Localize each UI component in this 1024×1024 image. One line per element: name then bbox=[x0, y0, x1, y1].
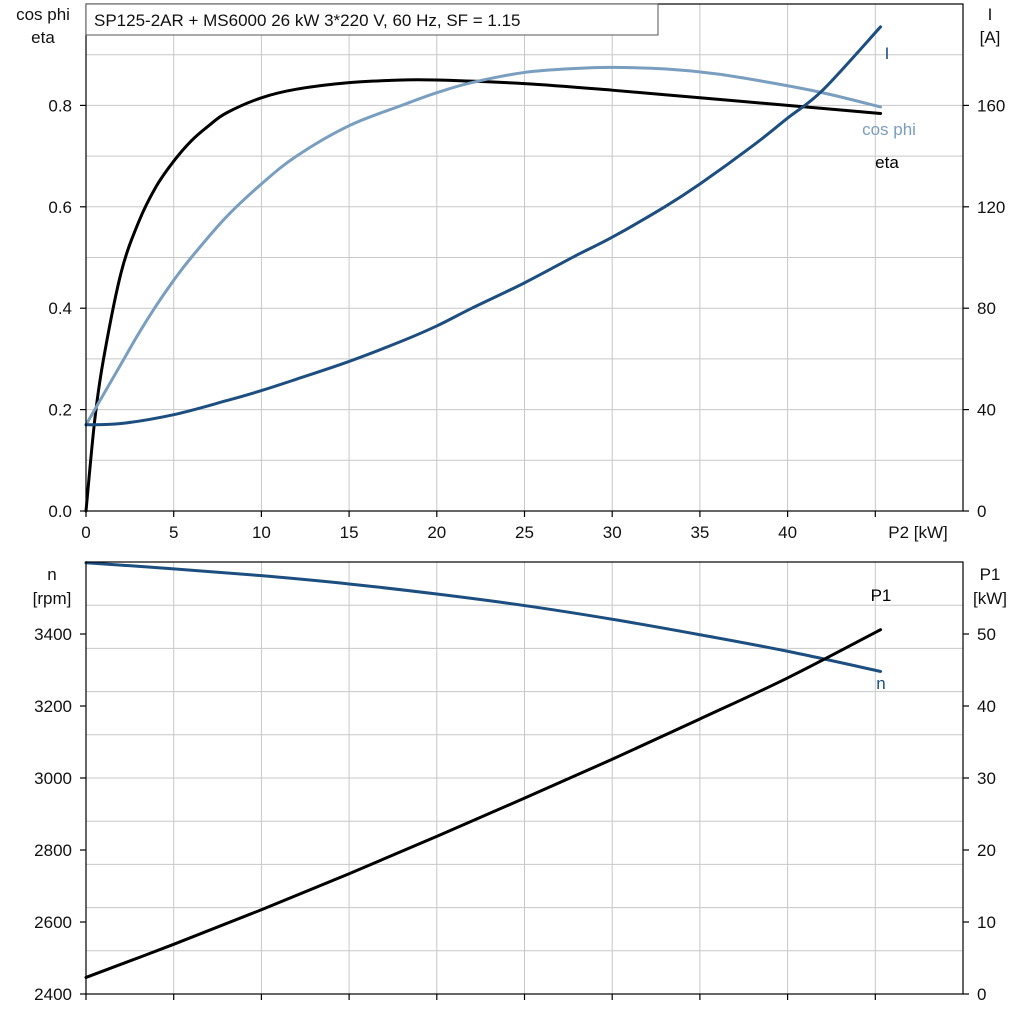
right-axis-label-current: I bbox=[988, 5, 993, 24]
top-grid bbox=[86, 4, 963, 511]
bottom-left-tick-label-3000: 3000 bbox=[34, 769, 72, 788]
bottom-left-tick-label-2800: 2800 bbox=[34, 841, 72, 860]
bottom-series-line-n bbox=[84, 561, 883, 673]
power-axis-label: P1 bbox=[980, 565, 1001, 584]
top-series-line-i bbox=[84, 25, 883, 427]
bottom-left-tick-label-2400: 2400 bbox=[34, 985, 72, 1004]
series-label-current: I bbox=[885, 44, 890, 63]
chart-title: SP125-2AR + MS6000 26 kW 3*220 V, 60 Hz,… bbox=[94, 11, 521, 30]
bottom-left-tick-label-3200: 3200 bbox=[34, 697, 72, 716]
bottom-right-tick-label-30: 30 bbox=[977, 769, 996, 788]
bottom-series-line-p1 bbox=[84, 628, 883, 979]
title-box bbox=[85, 3, 659, 36]
bottom-tick-labels: 2400 2600 2800 3000 3200 3400 0 10 20 30 40 50 bbox=[34, 625, 996, 1004]
top-right-tick-label-80: 80 bbox=[977, 299, 996, 318]
series-label-speed: n bbox=[876, 674, 885, 693]
left-axis-label-eta: eta bbox=[31, 28, 55, 47]
top-left-tick-label-0-4: 0.4 bbox=[48, 299, 72, 318]
top-right-tick-label-120: 120 bbox=[977, 198, 1005, 217]
top-x-tick-label-30: 30 bbox=[603, 523, 622, 542]
top-x-tick-label-25: 25 bbox=[515, 523, 534, 542]
top-right-tick-label-40: 40 bbox=[977, 401, 996, 420]
series-label-eta: eta bbox=[875, 153, 899, 172]
top-left-tick-label-0-6: 0.6 bbox=[48, 198, 72, 217]
bottom-right-tick-label-40: 40 bbox=[977, 697, 996, 716]
top-series-line-eta bbox=[84, 78, 883, 513]
top-x-tick-label-10: 10 bbox=[252, 523, 271, 542]
bottom-right-tick-label-20: 20 bbox=[977, 841, 996, 860]
top-series-line-cos-phi bbox=[84, 65, 883, 427]
top-right-tick-label-0: 0 bbox=[977, 502, 986, 521]
series-label-p1: P1 bbox=[871, 586, 892, 605]
x-axis-label: P2 [kW] bbox=[888, 523, 948, 542]
bottom-right-tick-label-10: 10 bbox=[977, 913, 996, 932]
left-axis-label-cosphi: cos phi bbox=[16, 5, 70, 24]
speed-axis-label: n bbox=[47, 565, 56, 584]
power-axis-unit: [kW] bbox=[973, 589, 1007, 608]
speed-axis-unit: [rpm] bbox=[33, 589, 72, 608]
bottom-left-tick-label-3400: 3400 bbox=[34, 625, 72, 644]
bottom-series-lines bbox=[84, 561, 883, 979]
top-left-tick-label-0-0: 0.0 bbox=[48, 502, 72, 521]
bottom-left-tick-label-2600: 2600 bbox=[34, 913, 72, 932]
top-x-tick-label-5: 5 bbox=[169, 523, 178, 542]
top-x-tick-label-0: 0 bbox=[81, 523, 90, 542]
top-x-tick-label-35: 35 bbox=[690, 523, 709, 542]
top-series-lines bbox=[84, 25, 883, 513]
series-label-cosphi: cos phi bbox=[862, 120, 916, 139]
top-x-tick-label-40: 40 bbox=[778, 523, 797, 542]
right-axis-label-current-unit: [A] bbox=[980, 28, 1001, 47]
bottom-right-tick-label-0: 0 bbox=[977, 985, 986, 1004]
top-right-tick-label-160: 160 bbox=[977, 96, 1005, 115]
top-x-tick-label-20: 20 bbox=[427, 523, 446, 542]
top-tick-labels: 0.0 0.2 0.4 0.6 0.8 0 40 80 120 160 0 5 10 15 20 25 30 35… bbox=[48, 96, 1005, 542]
top-left-tick-label-0-2: 0.2 bbox=[48, 401, 72, 420]
bottom-right-tick-label-50: 50 bbox=[977, 625, 996, 644]
top-x-tick-label-15: 15 bbox=[340, 523, 359, 542]
top-left-tick-label-0-8: 0.8 bbox=[48, 96, 72, 115]
